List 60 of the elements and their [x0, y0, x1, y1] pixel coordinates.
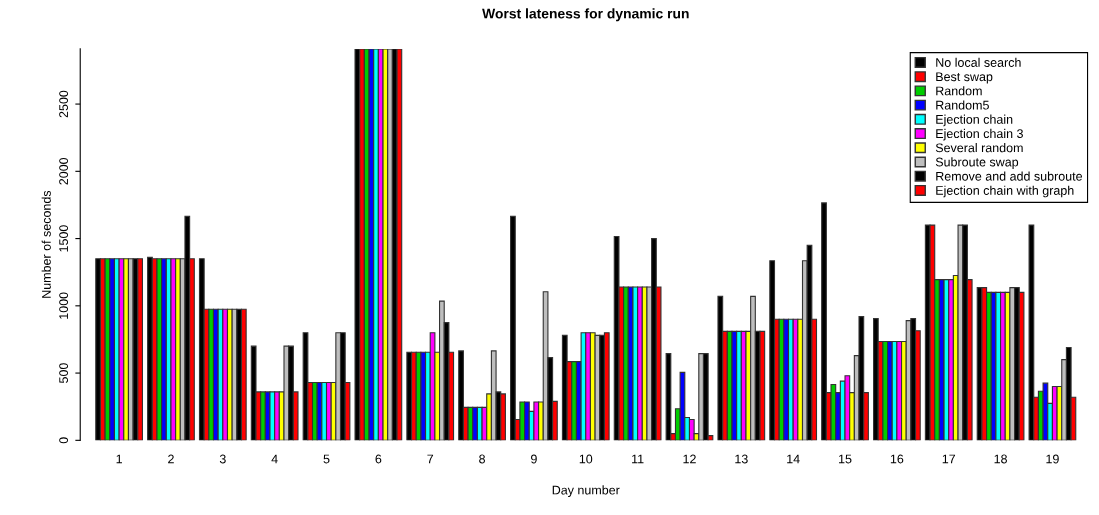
legend-label: Random5 — [936, 100, 989, 110]
legend-label: Ejection chain — [936, 114, 1013, 127]
legend-label: Ejection chain with graph — [936, 185, 1074, 198]
bar — [1018, 291, 1025, 441]
legend-label: Several random — [935, 143, 1023, 153]
bar — [184, 215, 191, 441]
bar — [929, 224, 936, 441]
bar — [665, 353, 672, 441]
x-tick-label: 6 — [375, 454, 382, 464]
bar — [717, 295, 724, 441]
x-tick-label: 3 — [219, 454, 226, 464]
x-tick-label: 11 — [632, 454, 644, 464]
y-tick-label: 2000 — [59, 157, 69, 185]
y-tick-label: 500 — [59, 363, 69, 383]
bar — [679, 371, 686, 441]
bar — [872, 318, 879, 441]
x-tick-label: 18 — [994, 454, 1007, 464]
bar — [844, 375, 851, 441]
legend-label: Ejection chain 3 — [936, 128, 1023, 141]
legend-label: Subroute swap — [935, 157, 1019, 169]
bar — [821, 202, 827, 441]
x-tick-label: 5 — [323, 454, 330, 464]
legend-label: Remove and add subroute — [936, 171, 1083, 181]
bar — [339, 332, 346, 441]
bar — [769, 260, 776, 441]
bar — [510, 215, 516, 441]
x-tick-label: 14 — [787, 454, 800, 464]
bar — [1042, 382, 1049, 441]
bar — [688, 418, 695, 441]
chart-title: Worst lateness for dynamic run — [482, 8, 689, 22]
y-tick-label: 2500 — [59, 90, 69, 118]
bar — [458, 350, 464, 441]
y-tick-label: 1500 — [59, 225, 69, 252]
x-tick-label: 12 — [683, 454, 696, 464]
bar — [240, 308, 247, 441]
x-axis-title: Day number — [552, 485, 620, 497]
x-tick-label: 7 — [427, 454, 434, 464]
y-axis-title: Number of seconds — [41, 190, 51, 298]
bar — [702, 353, 709, 441]
legend-label: No local search — [936, 57, 1021, 67]
bar — [759, 330, 766, 441]
x-tick-label: 2 — [168, 454, 174, 464]
x-tick-label: 15 — [839, 454, 852, 464]
y-tick-label: 0 — [59, 437, 69, 444]
x-tick-label: 17 — [942, 454, 956, 464]
x-tick-label: 16 — [890, 454, 904, 464]
x-tick-label: 13 — [735, 454, 748, 464]
legend-label: Best swap — [936, 72, 993, 84]
x-tick-label: 8 — [479, 454, 485, 464]
bar — [603, 332, 610, 441]
x-tick-label: 1 — [116, 454, 122, 464]
bar — [396, 48, 403, 441]
x-tick-label: 10 — [579, 454, 593, 464]
x-tick-label: 4 — [271, 454, 278, 464]
x-tick-label: 19 — [1046, 454, 1059, 464]
x-tick-label: 9 — [531, 454, 537, 464]
legend-label: Random — [936, 86, 982, 96]
bar — [1028, 224, 1035, 441]
bar — [858, 316, 865, 441]
y-tick-label: 1000 — [59, 292, 69, 319]
